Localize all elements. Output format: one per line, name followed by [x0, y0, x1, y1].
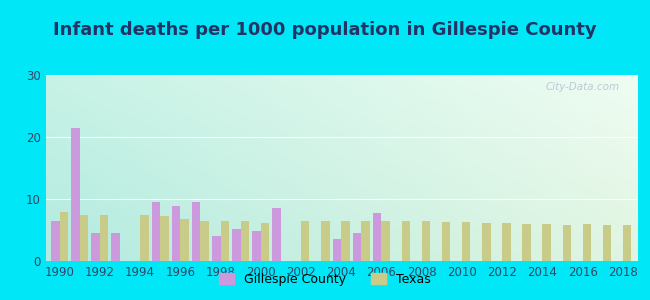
Bar — [192, 202, 200, 261]
Bar — [333, 239, 341, 261]
Bar — [523, 224, 531, 261]
Bar — [252, 231, 261, 261]
Bar — [60, 212, 68, 261]
Text: City-Data.com: City-Data.com — [545, 82, 619, 92]
Bar — [112, 233, 120, 261]
Bar — [51, 221, 60, 261]
Bar — [261, 223, 269, 261]
Bar — [220, 221, 229, 261]
Bar — [382, 221, 390, 261]
Bar — [321, 221, 330, 261]
Bar — [80, 214, 88, 261]
Bar — [482, 223, 491, 261]
Bar — [212, 236, 220, 261]
Bar — [151, 202, 160, 261]
Bar — [272, 208, 281, 261]
Bar — [402, 221, 410, 261]
Bar — [172, 206, 180, 261]
Bar — [240, 221, 249, 261]
Bar — [543, 224, 551, 261]
Bar — [140, 214, 148, 261]
Bar — [341, 221, 350, 261]
Bar — [422, 221, 430, 261]
Legend: Gillespie County, Texas: Gillespie County, Texas — [214, 268, 436, 291]
Bar — [92, 233, 100, 261]
Bar — [442, 222, 450, 261]
Bar — [462, 222, 471, 261]
Bar — [373, 213, 382, 261]
Bar — [603, 225, 611, 261]
Bar — [100, 214, 109, 261]
Bar — [301, 221, 309, 261]
Bar — [72, 128, 80, 261]
Bar — [180, 219, 188, 261]
Bar — [623, 225, 631, 261]
Bar — [361, 221, 370, 261]
Bar — [562, 225, 571, 261]
Bar — [160, 216, 168, 261]
Bar — [200, 221, 209, 261]
Text: Infant deaths per 1000 population in Gillespie County: Infant deaths per 1000 population in Gil… — [53, 21, 597, 39]
Bar — [232, 229, 240, 261]
Bar — [582, 224, 591, 261]
Bar — [353, 233, 361, 261]
Bar — [502, 223, 511, 261]
